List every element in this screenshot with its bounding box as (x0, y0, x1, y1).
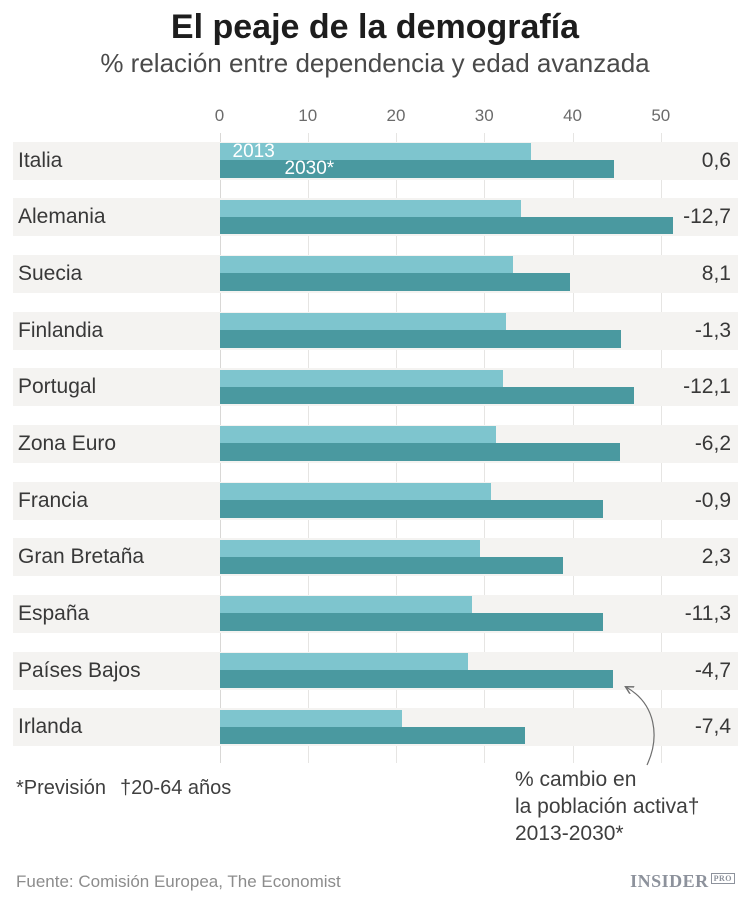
country-label: Gran Bretaña (18, 545, 145, 569)
change-value: -4,7 (694, 658, 731, 682)
bar-2030-Países Bajos (219, 670, 614, 688)
change-value: -1,3 (694, 318, 731, 342)
change-value: -7,4 (694, 715, 731, 739)
bar-2030-Portugal (219, 386, 635, 405)
bar-2013-Gran Bretaña (219, 539, 480, 557)
x-tick-20: 20 (386, 106, 406, 125)
change-value: -6,2 (694, 431, 731, 455)
change-value: -12,1 (683, 375, 731, 399)
country-row-6: Francia -0,9 (13, 481, 738, 520)
country-label: Zona Euro (18, 431, 117, 455)
country-row-1: Alemania -12,7 (13, 198, 738, 237)
bar-2013-Finlandia (219, 313, 507, 331)
bar-2030-Suecia (219, 273, 570, 291)
bar-2013-España (219, 596, 472, 614)
x-tick-40: 40 (563, 106, 582, 125)
country-label: Países Bajos (18, 658, 141, 682)
x-tick-0: 0 (214, 106, 225, 125)
annotation-line-1: % cambio en (515, 768, 637, 791)
bar-2030-Zona Euro (219, 443, 621, 461)
country-label: Finlandia (18, 318, 104, 342)
bar-2013-Italia: 2013 (219, 141, 532, 162)
country-label: España (18, 601, 90, 625)
footnote: *Previsión †20-64 años (16, 777, 231, 800)
bar-2013-Francia (219, 483, 492, 501)
country-row-4: Portugal -12,1 (13, 368, 738, 407)
country-label: Italia (18, 148, 63, 172)
annotation-line-2: la población activa† (515, 795, 700, 818)
footnote-prevision: *Previsión (16, 777, 107, 799)
change-value: 2,3 (701, 545, 731, 569)
change-value: -11,3 (684, 601, 731, 625)
chart-title: El peaje de la demografía (170, 8, 580, 46)
bar-2030-Finlandia (219, 330, 622, 348)
bar-2030-Francia (219, 500, 604, 518)
country-row-10: Irlanda -7,4 (13, 708, 738, 747)
bar-2013-Zona Euro (219, 426, 496, 444)
country-row-2: Suecia 8,1 (13, 254, 738, 293)
country-row-0: Italia 2013 2030* 0,6 (13, 141, 738, 180)
series-legend-2030: 2030* (284, 158, 335, 179)
bar-2030-España (219, 613, 604, 631)
logo-pro-badge: PRO (710, 873, 735, 884)
logo-name: INSIDER (630, 871, 709, 891)
bar-2030-Italia: 2030* (219, 158, 615, 179)
bar-2030-Irlanda (219, 726, 525, 745)
bar-2013-Países Bajos (219, 653, 469, 671)
change-value: 0,6 (701, 148, 731, 172)
change-value: 8,1 (701, 261, 731, 285)
country-row-9: Países Bajos -4,7 (13, 651, 738, 690)
annotation-line-3: 2013-2030* (515, 822, 624, 845)
callout-annotation: % cambio en la población activa† 2013-20… (515, 766, 699, 847)
bar-2013-Irlanda (219, 709, 403, 727)
change-value: -0,9 (694, 488, 731, 512)
country-row-5: Zona Euro -6,2 (13, 424, 738, 463)
country-label: Suecia (18, 261, 83, 285)
chart-subtitle: % relación entre dependencia y edad avan… (100, 48, 650, 78)
country-label: Portugal (18, 375, 97, 399)
bar-2030-Gran Bretaña (219, 556, 563, 575)
country-row-3: Finlandia -1,3 (13, 311, 738, 350)
change-value: -12,7 (683, 205, 731, 229)
country-row-8: España -11,3 (13, 594, 738, 633)
bar-2013-Alemania (219, 199, 522, 217)
footnote-ages: †20-64 años (120, 777, 232, 799)
series-legend-2013: 2013 (232, 141, 275, 162)
bar-2013-Suecia (219, 256, 514, 274)
x-tick-50: 50 (651, 106, 671, 125)
x-tick-30: 30 (474, 106, 494, 125)
x-tick-10: 10 (298, 106, 318, 125)
country-label: Alemania (18, 205, 106, 229)
country-label: Irlanda (18, 715, 83, 739)
insiderpro-logo: INSIDER PRO (630, 871, 735, 892)
country-label: Francia (18, 488, 89, 512)
source-credit: Fuente: Comisión Europea, The Economist (16, 872, 341, 891)
bar-2030-Alemania (219, 216, 674, 235)
country-row-7: Gran Bretaña 2,3 (13, 538, 738, 577)
bar-2013-Portugal (219, 369, 503, 387)
